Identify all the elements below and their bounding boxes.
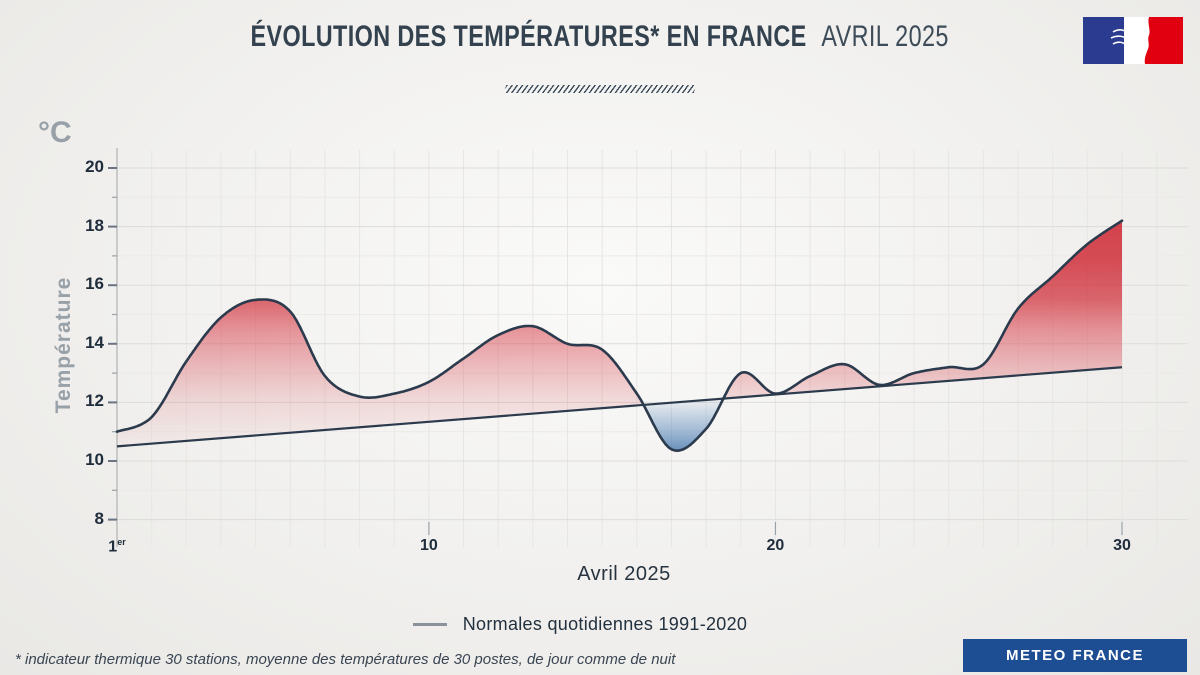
y-tick-label: 8 <box>94 508 104 528</box>
y-tick-label: 14 <box>85 332 104 352</box>
x-tick-label: 10 <box>419 537 438 554</box>
normals-line-swatch <box>412 623 447 626</box>
temperature-curve <box>115 219 1124 452</box>
title-period: AVRIL 2025 <box>821 20 950 53</box>
meteo-france-label: METEO FRANCE <box>1006 647 1144 664</box>
x-tick-label: 30 <box>1113 537 1131 554</box>
y-tick-label: 18 <box>85 215 104 235</box>
below-normal-area <box>643 398 724 451</box>
title-main: ÉVOLUTION DES TEMPÉRATURES* EN FRANCE <box>250 20 807 53</box>
y-axis-title: Température <box>52 276 75 414</box>
normals-line <box>116 366 1123 448</box>
legend: Normales quotidiennes 1991-2020 <box>0 614 1160 635</box>
normals-legend-label: Normales quotidiennes 1991-2020 <box>462 614 748 634</box>
y-tick-label: 12 <box>85 391 104 411</box>
footnote: * indicateur thermique 30 stations, moye… <box>15 651 676 668</box>
x-tick-label: 20 <box>766 537 785 554</box>
x-tick-label: 1er <box>108 537 126 556</box>
y-tick-label: 20 <box>85 157 104 176</box>
above-normal-area <box>723 220 1122 399</box>
y-axis-unit: °C <box>38 116 72 149</box>
page-title: ÉVOLUTION DES TEMPÉRATURES* EN FRANCE AV… <box>0 20 1200 54</box>
french-government-logo <box>1083 17 1183 64</box>
above-normal-area <box>117 299 644 447</box>
y-tick-label: 16 <box>85 274 104 294</box>
meteo-france-badge: METEO FRANCE <box>963 639 1187 672</box>
y-tick-label: 10 <box>85 450 104 469</box>
x-axis-title: Avril 2025 <box>577 563 671 585</box>
